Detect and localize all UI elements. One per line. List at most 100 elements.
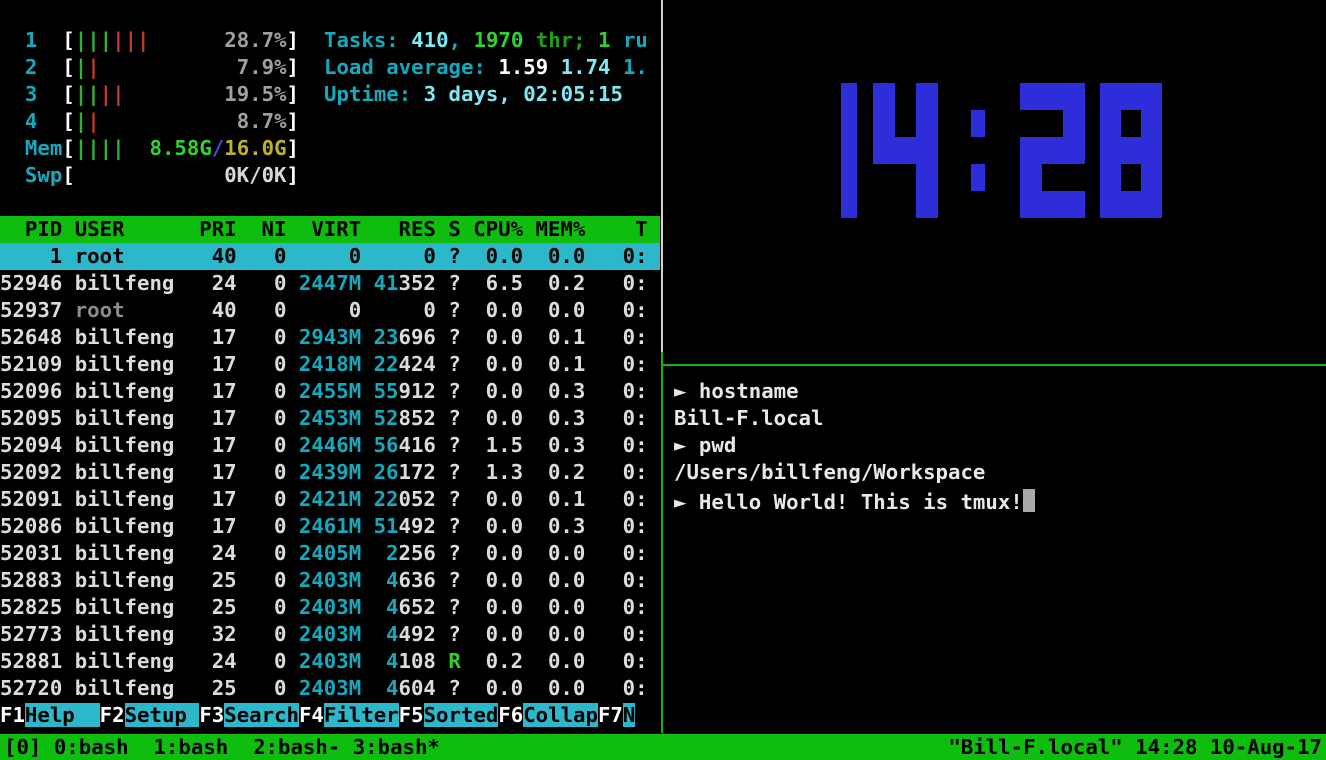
fkey-collapse-button[interactable]: F6Collap bbox=[498, 703, 598, 727]
process-row[interactable]: 52086 billfeng 17 0 2461M 51492? 0.0 0.3 0: bbox=[0, 513, 660, 540]
column-header-res[interactable]: RES bbox=[398, 217, 436, 241]
process-time: 0: bbox=[622, 460, 648, 484]
process-row[interactable]: 52773 billfeng 32 0 2403M 4492? 0.0 0.0 0: bbox=[0, 621, 660, 648]
process-row[interactable]: 52092 billfeng 17 0 2439M 26172? 1.3 0.2 0: bbox=[0, 459, 660, 486]
process-mem-percent: 0.3 bbox=[547, 379, 586, 403]
meter-open-bracket: [ bbox=[62, 136, 75, 160]
window-item[interactable]: 0:bash bbox=[53, 734, 129, 759]
column-header-mem[interactable]: MEM% bbox=[535, 217, 586, 241]
process-virt: 2405M bbox=[298, 541, 362, 565]
cpu2-meter-value: 7.9% bbox=[224, 55, 287, 79]
fkey-label: F3 bbox=[199, 703, 225, 727]
window-item[interactable]: 1:bash bbox=[153, 734, 229, 759]
process-priority: 17 bbox=[211, 406, 237, 430]
process-row[interactable]: 52096 billfeng 17 0 2455M 55912? 0.0 0.3 0: bbox=[0, 378, 660, 405]
process-time: 0: bbox=[622, 244, 648, 268]
process-priority: 24 bbox=[211, 271, 237, 295]
uptime-segment: 3 days, 02:05:15 bbox=[423, 82, 623, 106]
prompt-icon: ► bbox=[674, 490, 687, 513]
process-row[interactable]: 52109 billfeng 17 0 2418M 22424? 0.0 0.1 0: bbox=[0, 351, 660, 378]
process-cpu-percent: 1.3 bbox=[485, 460, 524, 484]
column-header-ni[interactable]: NI bbox=[261, 217, 287, 241]
meter-open-bracket: [ bbox=[62, 163, 75, 187]
process-time: 0: bbox=[622, 379, 648, 403]
fkey-filter-button[interactable]: F4Filter bbox=[299, 703, 399, 727]
process-row[interactable]: 52825 billfeng 25 0 2403M 4652? 0.0 0.0 0: bbox=[0, 594, 660, 621]
pane-divider-vertical-active[interactable] bbox=[661, 352, 663, 733]
load-average-segment: Load average: bbox=[324, 55, 499, 79]
process-row[interactable]: 52881 billfeng 24 0 2403M 4108 R 0.2 0.0 0: bbox=[0, 648, 660, 675]
fkey-help-button[interactable]: F1Help bbox=[0, 703, 100, 727]
process-row[interactable]: 52094 billfeng 17 0 2446M 56416? 1.5 0.3 0: bbox=[0, 432, 660, 459]
fkey-nice-button[interactable]: F7N bbox=[597, 703, 636, 727]
swap-meter: Swp[ 0K/0K] bbox=[0, 162, 660, 189]
window-item[interactable]: 2:bash- bbox=[253, 734, 341, 759]
process-pid: 52086 bbox=[0, 514, 63, 538]
status-right: "Bill-F.local" 14:28 10-Aug-17 bbox=[948, 734, 1322, 759]
process-res: 52852 bbox=[373, 406, 436, 430]
column-header-cpu[interactable]: CPU% bbox=[473, 217, 524, 241]
fkey-setup-button[interactable]: F2Setup bbox=[100, 703, 200, 727]
process-time: 0: bbox=[622, 487, 648, 511]
process-time: 0: bbox=[622, 649, 648, 673]
process-user: billfeng bbox=[74, 460, 175, 484]
process-user: billfeng bbox=[74, 595, 175, 619]
process-time: 0: bbox=[622, 325, 648, 349]
process-time: 0: bbox=[622, 541, 648, 565]
fkey-label: F7 bbox=[597, 703, 623, 727]
htop-function-key-bar: F1Help F2Setup F3SearchF4FilterF5SortedF… bbox=[0, 702, 660, 729]
process-user: billfeng bbox=[74, 487, 175, 511]
shell-pane[interactable]: ► hostname Bill-F.local ► pwd/Users/billfeng… bbox=[674, 378, 1326, 733]
process-mem-percent: 0.0 bbox=[547, 568, 586, 592]
process-row[interactable]: 52946 billfeng 24 0 2447M 41352? 6.5 0.2 0: bbox=[0, 270, 660, 297]
fkey-label: F2 bbox=[99, 703, 125, 727]
process-nice: 0 bbox=[273, 649, 287, 673]
swap-meter-value: 0K/0K bbox=[224, 163, 287, 187]
process-state: ? bbox=[448, 298, 461, 322]
pane-divider-vertical[interactable] bbox=[661, 0, 663, 352]
column-header-pid[interactable]: PID bbox=[24, 217, 63, 241]
htop-blank-line bbox=[0, 189, 660, 216]
cpu4-meter: 4 [|| 8.7%] bbox=[0, 108, 660, 135]
fkey-search-button[interactable]: F3Search bbox=[199, 703, 299, 727]
process-priority: 17 bbox=[211, 460, 237, 484]
process-time: 0: bbox=[622, 595, 648, 619]
process-row[interactable]: 52091 billfeng 17 0 2421M 22052? 0.0 0.1 0: bbox=[0, 486, 660, 513]
column-header-virt[interactable]: VIRT bbox=[311, 217, 362, 241]
prompt-icon: ► bbox=[674, 433, 687, 457]
process-priority: 17 bbox=[211, 379, 237, 403]
window-item[interactable]: 3:bash* bbox=[352, 734, 440, 759]
process-priority: 17 bbox=[211, 487, 237, 511]
process-virt: 2455M bbox=[298, 379, 362, 403]
process-cpu-percent: 0.0 bbox=[485, 568, 524, 592]
process-row[interactable]: 52720 billfeng 25 0 2403M 4604? 0.0 0.0 0: bbox=[0, 675, 660, 702]
process-nice: 0 bbox=[273, 676, 287, 700]
process-mem-percent: 0.0 bbox=[547, 676, 586, 700]
column-header-user[interactable]: USER bbox=[74, 217, 125, 241]
process-priority: 17 bbox=[211, 433, 237, 457]
meter-close-bracket: ] bbox=[286, 136, 299, 160]
process-state: ? bbox=[448, 622, 461, 646]
process-row[interactable]: 52095 billfeng 17 0 2453M 52852? 0.0 0.3 0: bbox=[0, 405, 660, 432]
process-res: 22052 bbox=[373, 487, 436, 511]
pane-divider-horizontal[interactable] bbox=[663, 364, 1326, 366]
process-row[interactable]: 52937 root 40 0 0 0? 0.0 0.0 0: bbox=[0, 297, 660, 324]
process-table: 1 root 40 0 0 0? 0.0 0.0 0: 52946 billfeng 24 0 244… bbox=[0, 243, 660, 702]
process-table-header[interactable]: PID USER PRI NI VIRT RES S CPU% MEM% T bbox=[0, 216, 660, 243]
column-header-time[interactable]: T bbox=[635, 217, 648, 241]
process-priority: 25 bbox=[211, 595, 237, 619]
process-row[interactable]: 1 root 40 0 0 0? 0.0 0.0 0: bbox=[0, 243, 660, 270]
cpu4-meter-value: | bbox=[87, 109, 100, 133]
load-average-segment: 1.74 bbox=[560, 55, 623, 79]
column-header-pri[interactable]: PRI bbox=[199, 217, 237, 241]
process-row[interactable]: 52648 billfeng 17 0 2943M 23696? 0.0 0.1 0: bbox=[0, 324, 660, 351]
meter-close-bracket: ] bbox=[286, 55, 299, 79]
process-row[interactable]: 52883 billfeng 25 0 2403M 4636? 0.0 0.0 0: bbox=[0, 567, 660, 594]
fkey-sorted-button[interactable]: F5Sorted bbox=[399, 703, 499, 727]
column-header-s[interactable]: S bbox=[448, 217, 461, 241]
cpu4-meter-value bbox=[100, 109, 225, 133]
process-pid: 52091 bbox=[0, 487, 63, 511]
cpu4-meter-value: 8.7% bbox=[224, 109, 287, 133]
process-state: ? bbox=[448, 352, 461, 376]
process-row[interactable]: 52031 billfeng 24 0 2405M 2256? 0.0 0.0 0: bbox=[0, 540, 660, 567]
